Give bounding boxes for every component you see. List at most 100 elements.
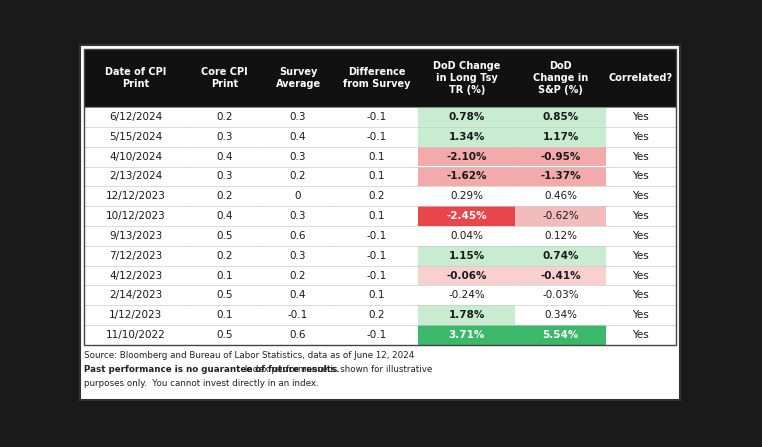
Bar <box>84 107 187 127</box>
Bar <box>261 325 335 345</box>
Bar <box>261 127 335 147</box>
Bar <box>84 305 187 325</box>
Bar <box>606 147 676 166</box>
Text: 5/15/2024: 5/15/2024 <box>109 132 162 142</box>
Text: -0.03%: -0.03% <box>543 291 579 300</box>
Text: Survey
Average: Survey Average <box>276 67 321 89</box>
Bar <box>606 127 676 147</box>
Text: 0.1: 0.1 <box>368 291 385 300</box>
Bar <box>418 246 515 266</box>
Text: -0.1: -0.1 <box>367 231 387 241</box>
Bar <box>335 166 418 186</box>
Text: 0.3: 0.3 <box>290 112 306 122</box>
Bar <box>84 166 187 186</box>
Text: 0.2: 0.2 <box>216 251 232 261</box>
Text: 0.1: 0.1 <box>216 270 232 281</box>
Bar <box>418 186 515 206</box>
Bar <box>187 147 261 166</box>
Text: -0.1: -0.1 <box>367 270 387 281</box>
Bar <box>84 286 187 305</box>
Text: Yes: Yes <box>632 231 649 241</box>
Text: Yes: Yes <box>632 330 649 340</box>
Text: 0.4: 0.4 <box>290 132 306 142</box>
Bar <box>418 226 515 246</box>
Bar <box>335 206 418 226</box>
Text: -0.1: -0.1 <box>367 132 387 142</box>
Bar <box>261 166 335 186</box>
Bar <box>515 107 606 127</box>
Bar <box>606 107 676 127</box>
Bar <box>261 305 335 325</box>
Bar <box>418 147 515 166</box>
Bar <box>606 266 676 286</box>
Text: 0.2: 0.2 <box>368 191 385 201</box>
Bar <box>335 147 418 166</box>
Bar <box>418 107 515 127</box>
Bar <box>606 325 676 345</box>
Bar <box>84 186 187 206</box>
Bar <box>261 206 335 226</box>
Text: 4/10/2024: 4/10/2024 <box>109 152 162 161</box>
Text: -2.10%: -2.10% <box>447 152 487 161</box>
Bar <box>84 49 676 107</box>
Text: 0.1: 0.1 <box>216 310 232 320</box>
Text: 1.17%: 1.17% <box>543 132 579 142</box>
Text: 1.34%: 1.34% <box>449 132 485 142</box>
Bar <box>606 286 676 305</box>
Text: Date of CPI
Print: Date of CPI Print <box>105 67 166 89</box>
Bar <box>335 107 418 127</box>
Text: 1/12/2023: 1/12/2023 <box>109 310 162 320</box>
Bar <box>418 325 515 345</box>
Text: -1.62%: -1.62% <box>447 171 487 181</box>
Text: Core CPI
Print: Core CPI Print <box>201 67 248 89</box>
Text: 5.54%: 5.54% <box>543 330 579 340</box>
Bar <box>84 49 676 345</box>
Text: -0.24%: -0.24% <box>449 291 485 300</box>
Bar <box>606 186 676 206</box>
Bar <box>187 305 261 325</box>
Text: -0.1: -0.1 <box>288 310 308 320</box>
Text: -0.1: -0.1 <box>367 330 387 340</box>
Text: 3.71%: 3.71% <box>449 330 485 340</box>
Text: Yes: Yes <box>632 251 649 261</box>
Text: -0.1: -0.1 <box>367 251 387 261</box>
Bar <box>335 325 418 345</box>
Text: 0.4: 0.4 <box>216 211 232 221</box>
Text: -0.95%: -0.95% <box>540 152 581 161</box>
Bar <box>418 166 515 186</box>
Bar <box>84 325 187 345</box>
Text: 0.29%: 0.29% <box>450 191 483 201</box>
Text: Yes: Yes <box>632 171 649 181</box>
Text: -0.62%: -0.62% <box>543 211 579 221</box>
Bar <box>606 246 676 266</box>
Text: -1.37%: -1.37% <box>540 171 581 181</box>
Text: Yes: Yes <box>632 270 649 281</box>
Bar <box>80 45 680 400</box>
Text: 0.5: 0.5 <box>216 291 232 300</box>
Bar <box>515 166 606 186</box>
Bar <box>84 147 187 166</box>
Text: DoD Change
in Long Tsy
TR (%): DoD Change in Long Tsy TR (%) <box>434 61 501 95</box>
Bar <box>515 186 606 206</box>
Bar <box>187 186 261 206</box>
Bar <box>187 206 261 226</box>
Bar <box>84 127 187 147</box>
Text: 0.2: 0.2 <box>368 310 385 320</box>
Text: 0.4: 0.4 <box>290 291 306 300</box>
Text: Yes: Yes <box>632 291 649 300</box>
Bar <box>187 266 261 286</box>
Bar <box>418 127 515 147</box>
Text: 0.12%: 0.12% <box>544 231 577 241</box>
Bar <box>335 305 418 325</box>
Text: -0.06%: -0.06% <box>447 270 487 281</box>
Text: Yes: Yes <box>632 211 649 221</box>
Bar <box>187 325 261 345</box>
Text: 7/12/2023: 7/12/2023 <box>109 251 162 261</box>
Bar <box>418 266 515 286</box>
Text: Yes: Yes <box>632 152 649 161</box>
Bar <box>261 286 335 305</box>
Text: 0.3: 0.3 <box>216 132 232 142</box>
Text: 0.2: 0.2 <box>216 191 232 201</box>
Text: 9/13/2023: 9/13/2023 <box>109 231 162 241</box>
Bar <box>261 266 335 286</box>
